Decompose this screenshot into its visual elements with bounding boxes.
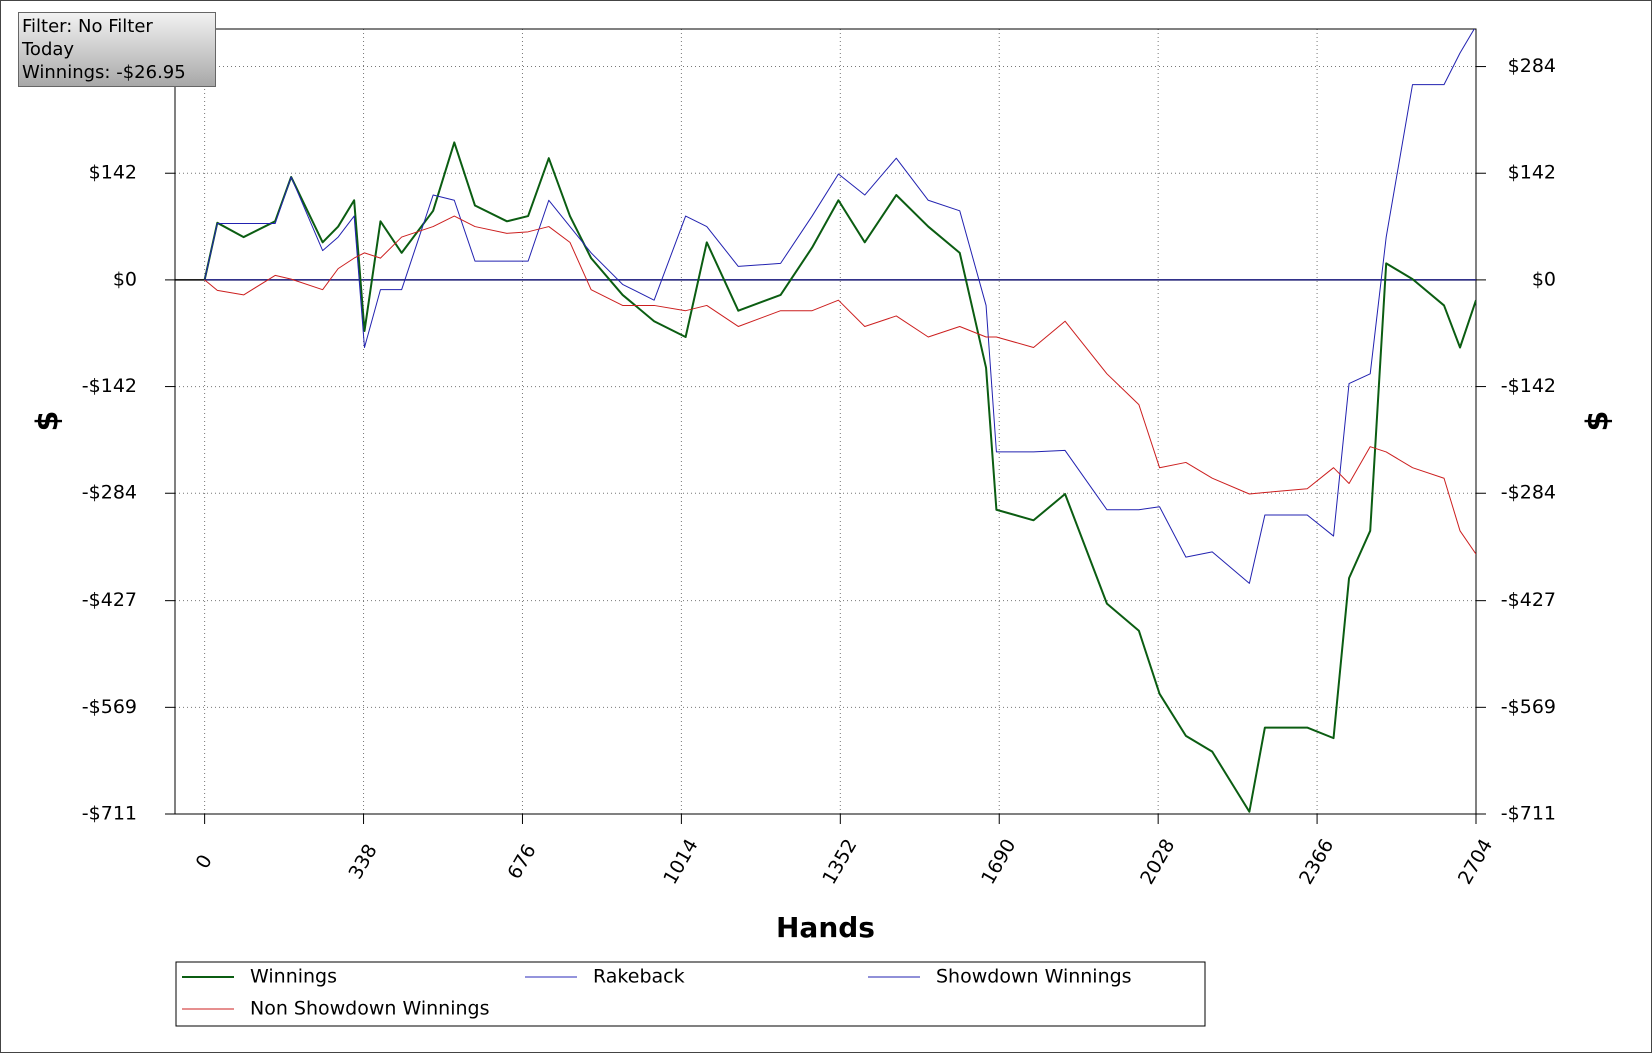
- y2-axis-label: $: [1581, 411, 1616, 432]
- info-line: Today: [22, 39, 75, 60]
- x-tick-label: 2028: [1136, 835, 1179, 888]
- y2-tick-label: -$284: [1501, 482, 1556, 504]
- y-axis-label: $: [31, 411, 66, 432]
- info-line: Winnings: -$26.95: [22, 62, 186, 83]
- x-tick-label: 1352: [818, 835, 861, 888]
- y-tick-label: $0: [113, 268, 137, 290]
- legend-box: [175, 961, 1206, 1027]
- y2-tick-label: -$711: [1501, 803, 1556, 825]
- y2-tick-label: $284: [1508, 55, 1556, 77]
- y-tick-label: $142: [89, 162, 137, 184]
- y2-tick-label: $0: [1532, 268, 1556, 290]
- legend-label: Showdown Winnings: [936, 966, 1132, 988]
- y-tick-label: -$427: [82, 589, 137, 611]
- y2-tick-label: -$427: [1501, 589, 1556, 611]
- x-axis-label: Hands: [776, 911, 875, 944]
- info-line: Filter: No Filter: [22, 16, 153, 37]
- x-tick-label: 1690: [977, 835, 1020, 888]
- x-tick-label: 1014: [659, 835, 702, 888]
- y-tick-label: -$142: [82, 375, 137, 397]
- y2-tick-label: -$569: [1501, 696, 1556, 718]
- y-tick-label: -$284: [82, 482, 137, 504]
- x-tick-label: 0: [192, 851, 217, 872]
- y-tick-label: -$569: [82, 696, 137, 718]
- y2-tick-label: -$142: [1501, 375, 1556, 397]
- series-line: [203, 141, 1476, 813]
- legend-label: Non Showdown Winnings: [250, 998, 490, 1020]
- x-tick-label: 2704: [1454, 835, 1497, 888]
- plot-frame: [174, 28, 1477, 815]
- y2-tick-label: $142: [1508, 162, 1556, 184]
- series-line: [204, 215, 1476, 555]
- info-box: Filter: No Filter Today Winnings: -$26.9…: [18, 12, 216, 87]
- legend-label: Rakeback: [593, 966, 685, 988]
- y-tick-label: -$711: [82, 803, 137, 825]
- x-tick-label: 338: [345, 841, 382, 883]
- series-line: [204, 29, 1475, 584]
- x-tick-label: 676: [503, 841, 540, 883]
- x-tick-label: 2366: [1295, 835, 1338, 888]
- legend-label: Winnings: [250, 966, 337, 988]
